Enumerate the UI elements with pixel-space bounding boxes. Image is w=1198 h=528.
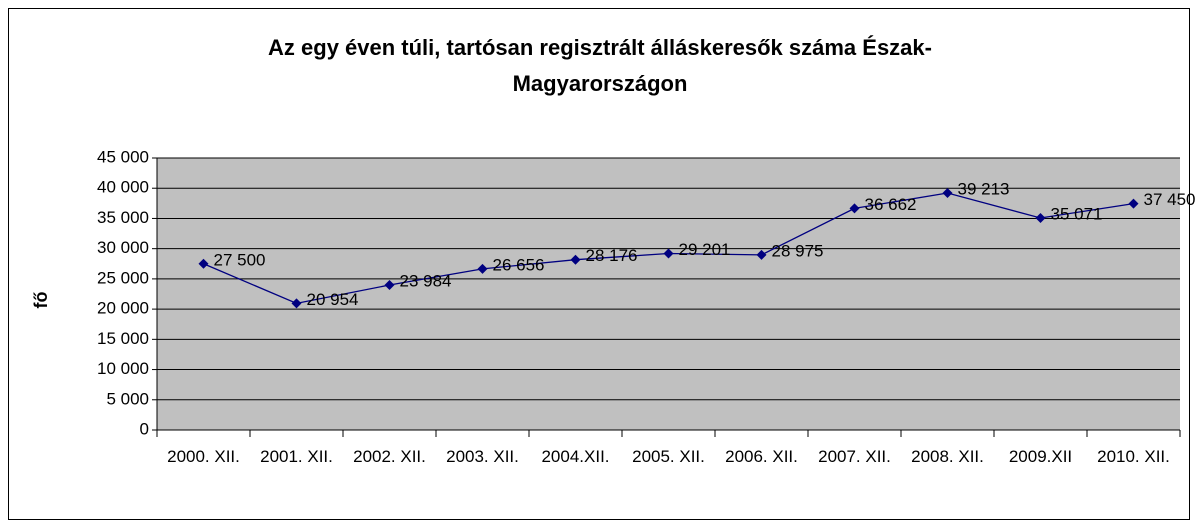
marker	[1128, 198, 1139, 209]
y-tick-label: 15 000	[97, 329, 149, 348]
y-tick-label: 5 000	[106, 389, 149, 408]
chart-title: Az egy éven túli, tartósan regisztrált á…	[268, 35, 932, 96]
x-tick-label: 2007. XII.	[818, 447, 891, 466]
marker	[570, 254, 581, 265]
data-label: 37 450	[1144, 190, 1196, 209]
marker	[477, 263, 488, 274]
data-label: 27 500	[214, 250, 266, 269]
x-tick-label: 2005. XII.	[632, 447, 705, 466]
x-tick-label: 2006. XII.	[725, 447, 798, 466]
x-tick-label: 2010. XII.	[1097, 447, 1170, 466]
marker	[291, 298, 302, 309]
marker	[942, 187, 953, 198]
x-tick-label: 2000. XII.	[167, 447, 240, 466]
y-tick-label: 30 000	[97, 238, 149, 257]
marker	[1035, 213, 1046, 224]
data-label: 20 954	[307, 290, 359, 309]
x-tick-label: 2003. XII.	[446, 447, 519, 466]
data-label: 28 975	[772, 241, 824, 260]
plot-area	[157, 158, 1180, 430]
y-tick-label: 10 000	[97, 359, 149, 378]
y-tick-label: 45 000	[97, 147, 149, 166]
x-tick-label: 2001. XII.	[260, 447, 333, 466]
x-tick-label: 2004.XII.	[541, 447, 610, 466]
data-label: 26 656	[493, 255, 545, 274]
marker	[756, 249, 767, 260]
data-label: 23 984	[400, 272, 452, 291]
y-tick-label: 0	[140, 419, 149, 438]
x-tick-label: 2009.XII	[1008, 447, 1073, 466]
y-axis-label: fő	[31, 292, 51, 309]
x-tick-label: 2008. XII.	[911, 447, 984, 466]
marker	[198, 258, 209, 269]
data-label: 35 071	[1051, 204, 1103, 223]
data-label: 28 176	[586, 246, 638, 265]
data-label: 29 201	[679, 240, 731, 259]
x-tick-label: 2002. XII.	[353, 447, 426, 466]
marker	[849, 203, 860, 214]
y-tick-label: 40 000	[97, 178, 149, 197]
marker	[384, 280, 395, 291]
y-tick-label: 35 000	[97, 208, 149, 227]
y-tick-label: 25 000	[97, 268, 149, 287]
marker	[663, 248, 674, 259]
y-tick-label: 20 000	[97, 299, 149, 318]
data-label: 39 213	[958, 179, 1010, 198]
data-label: 36 662	[865, 195, 917, 214]
